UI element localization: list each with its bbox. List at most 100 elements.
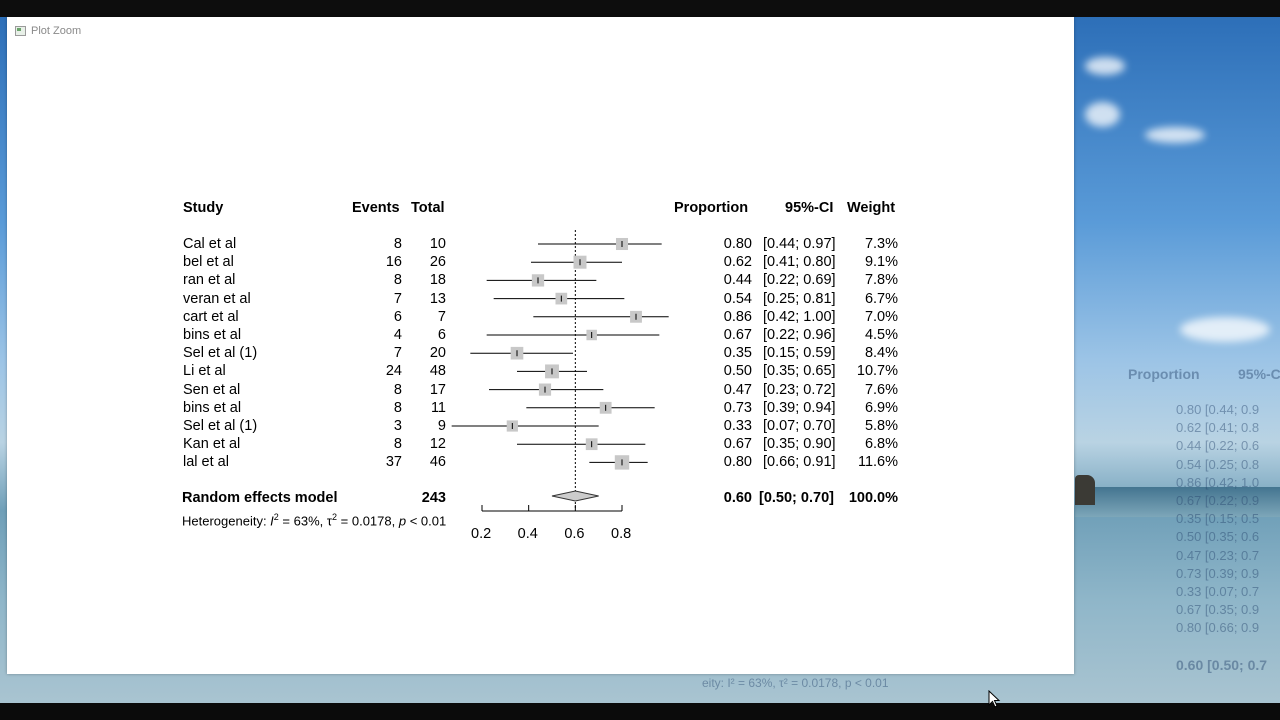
study-name: Sen et al bbox=[183, 381, 241, 398]
mouse-cursor-icon bbox=[988, 690, 1001, 708]
summary-weight: 100.0% bbox=[848, 490, 898, 506]
study-name: Sel et al (1) bbox=[183, 345, 258, 362]
x-tick-label: 0.2 bbox=[471, 526, 492, 542]
ghost-row: 0.47 [0.23; 0.7 bbox=[1176, 547, 1260, 563]
study-weight: 7.3% bbox=[864, 236, 898, 252]
rock-shape bbox=[1075, 475, 1095, 505]
study-ci: [0.44; 0.97] bbox=[763, 236, 836, 252]
study-proportion: 0.47 bbox=[723, 381, 752, 398]
ghost-row: 0.67 [0.35; 0.9 bbox=[1176, 602, 1260, 618]
study-total: 48 bbox=[429, 363, 446, 380]
plot-window-icon bbox=[15, 26, 26, 36]
ghost-row: 0.50 [0.35; 0.6 bbox=[1176, 529, 1260, 545]
study-weight: 6.9% bbox=[864, 399, 898, 416]
study-proportion: 0.44 bbox=[723, 272, 752, 289]
header-weight: Weight bbox=[847, 200, 896, 216]
study-total: 6 bbox=[437, 327, 446, 343]
study-ci: [0.35; 0.90] bbox=[763, 436, 836, 453]
study-proportion: 0.67 bbox=[723, 436, 752, 453]
study-events: 4 bbox=[393, 327, 402, 343]
x-tick-label: 0.8 bbox=[611, 526, 632, 542]
study-proportion: 0.86 bbox=[723, 308, 752, 325]
study-total: 13 bbox=[429, 290, 446, 307]
study-ci: [0.22; 0.96] bbox=[763, 327, 836, 343]
study-name: lal et al bbox=[183, 454, 229, 471]
study-proportion: 0.62 bbox=[723, 254, 752, 271]
study-total: 11 bbox=[430, 399, 446, 416]
het-tau-value: = 0.0178, bbox=[337, 513, 399, 529]
study-name: ran et al bbox=[183, 272, 236, 289]
study-events: 8 bbox=[393, 381, 402, 398]
study-events: 3 bbox=[393, 418, 402, 434]
study-ci: [0.41; 0.80] bbox=[763, 254, 836, 271]
study-proportion: 0.50 bbox=[723, 363, 752, 380]
study-weight: 11.6% bbox=[857, 454, 898, 471]
study-proportion: 0.80 bbox=[723, 454, 752, 471]
taskbar-strip bbox=[0, 703, 1280, 720]
study-ci: [0.42; 1.00] bbox=[763, 308, 836, 325]
summary-label: Random effects model bbox=[182, 490, 338, 506]
x-tick-label: 0.6 bbox=[564, 526, 585, 542]
ghost-summary: 0.60 [0.50; 0.7 bbox=[1176, 657, 1268, 673]
study-total: 7 bbox=[437, 308, 446, 325]
header-events: Events bbox=[352, 200, 400, 216]
study-weight: 7.6% bbox=[864, 381, 898, 398]
sea-strip bbox=[1075, 487, 1280, 517]
study-weight: 7.0% bbox=[864, 308, 898, 325]
summary-total: 243 bbox=[421, 490, 446, 506]
study-total: 20 bbox=[429, 345, 446, 362]
ghost-row: 0.67 [0.22; 0.9 bbox=[1176, 493, 1260, 508]
study-events: 16 bbox=[385, 254, 402, 271]
het-i2-value: = 63%, bbox=[278, 513, 327, 529]
ghost-heterogeneity: eity: I² = 63%, τ² = 0.0178, p < 0.01 bbox=[702, 676, 889, 690]
study-weight: 4.5% bbox=[864, 327, 898, 343]
study-ci: [0.25; 0.81] bbox=[763, 290, 836, 307]
ghost-ci-header: 95%-C bbox=[1238, 366, 1280, 382]
header-ci: 95%-CI bbox=[785, 200, 834, 216]
study-ci: [0.39; 0.94] bbox=[763, 399, 836, 416]
study-name: bins et al bbox=[183, 327, 242, 343]
plot-zoom-window[interactable]: Plot Zoom Study Events Total Proportion … bbox=[7, 17, 1074, 674]
study-ci: [0.22; 0.69] bbox=[763, 272, 836, 289]
study-total: 46 bbox=[429, 454, 446, 471]
ghost-row: 0.62 [0.41; 0.8 bbox=[1176, 420, 1260, 436]
forest-plot bbox=[451, 230, 669, 512]
header-proportion: Proportion bbox=[674, 200, 749, 216]
study-total: 18 bbox=[429, 272, 446, 289]
summary-ci: [0.50; 0.70] bbox=[759, 490, 834, 506]
study-events: 8 bbox=[393, 236, 402, 252]
study-total: 9 bbox=[437, 418, 446, 434]
study-total: 12 bbox=[429, 436, 446, 453]
study-events: 24 bbox=[385, 363, 402, 380]
study-weight: 6.8% bbox=[864, 436, 898, 453]
ghost-row: 0.80 [0.44; 0.9 bbox=[1176, 402, 1260, 417]
study-events: 6 bbox=[393, 308, 402, 325]
study-name: Sel et al (1) bbox=[183, 418, 258, 434]
ghost-proportion-header: Proportion bbox=[1128, 366, 1200, 382]
ghost-row: 0.33 [0.07; 0.7 bbox=[1176, 584, 1260, 599]
ghost-row: 0.73 [0.39; 0.9 bbox=[1176, 565, 1260, 581]
study-events: 7 bbox=[393, 290, 402, 307]
window-title: Plot Zoom bbox=[31, 25, 82, 37]
het-prefix: Heterogeneity: bbox=[182, 513, 271, 529]
study-proportion: 0.54 bbox=[723, 290, 752, 307]
study-events: 37 bbox=[385, 454, 402, 471]
study-weight: 10.7% bbox=[856, 363, 898, 380]
window-titlebar[interactable]: Plot Zoom bbox=[15, 25, 81, 37]
study-name: cart et al bbox=[183, 308, 239, 325]
header-total: Total bbox=[411, 200, 445, 216]
study-proportion: 0.33 bbox=[723, 418, 752, 434]
het-i2-symbol: I bbox=[270, 513, 274, 529]
ghost-row: 0.86 [0.42; 1.0 bbox=[1176, 474, 1260, 490]
study-events: 8 bbox=[393, 272, 402, 289]
study-name: Kan et al bbox=[183, 436, 241, 453]
study-events: 8 bbox=[393, 399, 402, 416]
study-total: 17 bbox=[429, 381, 446, 398]
heterogeneity-text: Heterogeneity: I2 = 63%, τ2 = 0.0178, p … bbox=[182, 509, 446, 529]
study-proportion: 0.67 bbox=[723, 327, 752, 343]
study-name: Li et al bbox=[183, 363, 226, 380]
summary-proportion: 0.60 bbox=[723, 490, 752, 506]
het-i2-exponent: 2 bbox=[273, 512, 279, 522]
study-total: 26 bbox=[429, 254, 446, 271]
x-tick-label: 0.4 bbox=[517, 526, 538, 542]
